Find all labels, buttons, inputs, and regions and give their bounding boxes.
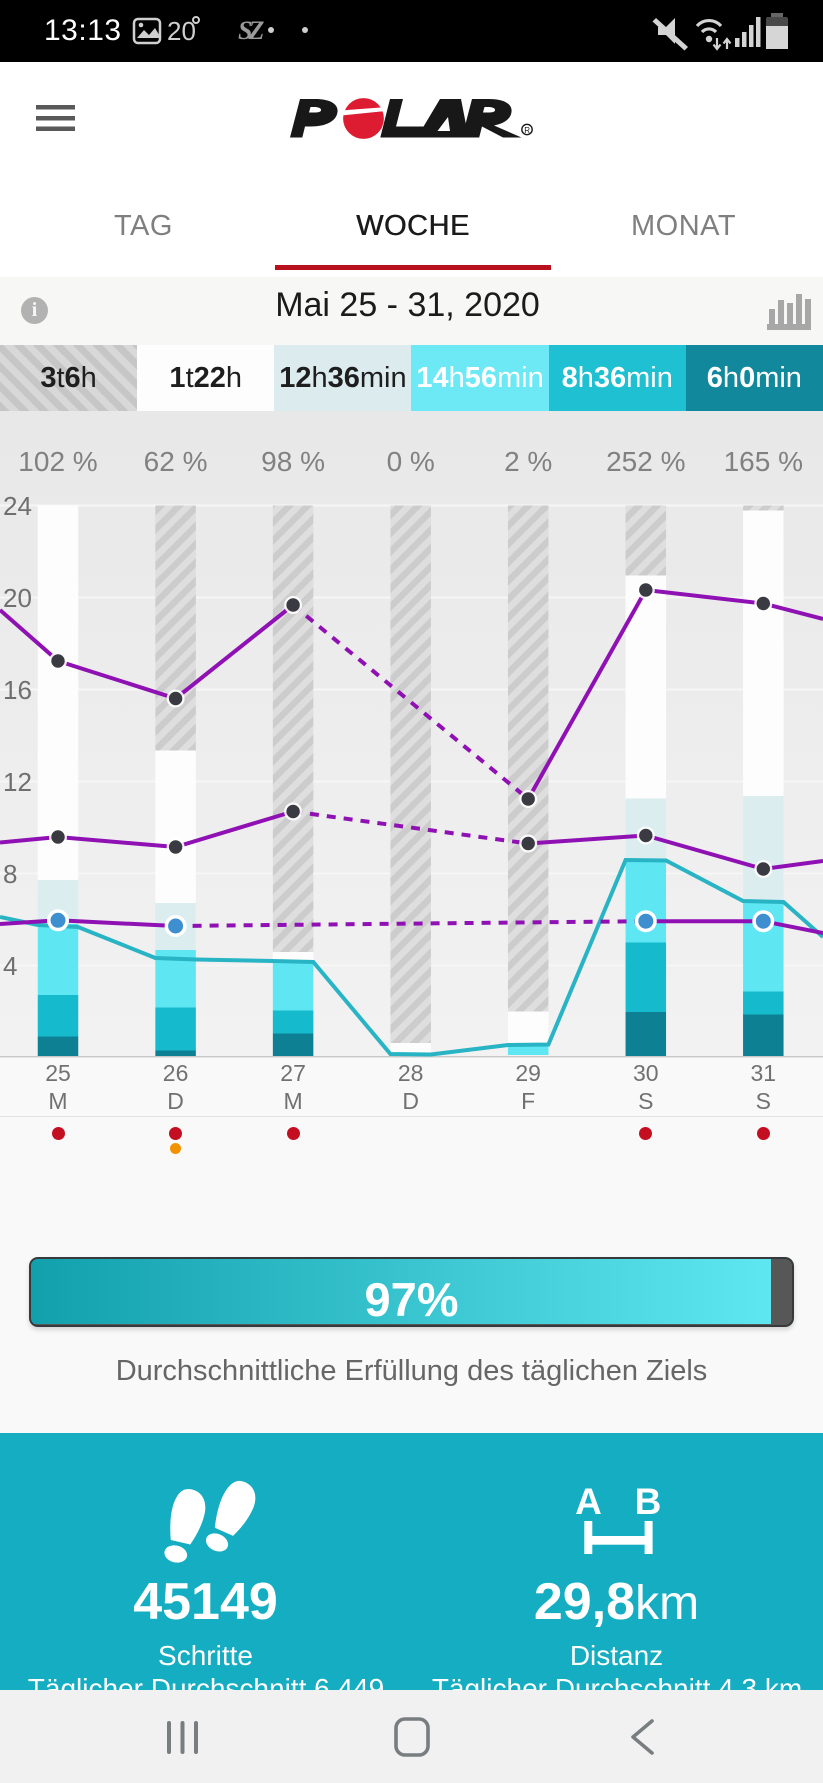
svg-text:24: 24 — [3, 491, 32, 521]
svg-text:0 %: 0 % — [387, 446, 435, 477]
svg-text:20: 20 — [167, 16, 196, 46]
svg-text:20: 20 — [3, 583, 32, 613]
svg-text:252 %: 252 % — [606, 446, 685, 477]
svg-text:SZ: SZ — [238, 16, 264, 45]
svg-text:165 %: 165 % — [724, 446, 803, 477]
svg-text:8: 8 — [3, 859, 17, 889]
svg-text:98 %: 98 % — [261, 446, 325, 477]
svg-text:R: R — [524, 126, 530, 135]
svg-text:102 %: 102 % — [18, 446, 97, 477]
svg-text:A: A — [575, 1481, 602, 1522]
svg-text:12: 12 — [3, 767, 32, 797]
svg-text:62 %: 62 % — [144, 446, 208, 477]
svg-text:16: 16 — [3, 675, 32, 705]
svg-text:B: B — [635, 1481, 662, 1522]
svg-text:4: 4 — [3, 951, 17, 981]
svg-text:2 %: 2 % — [504, 446, 552, 477]
